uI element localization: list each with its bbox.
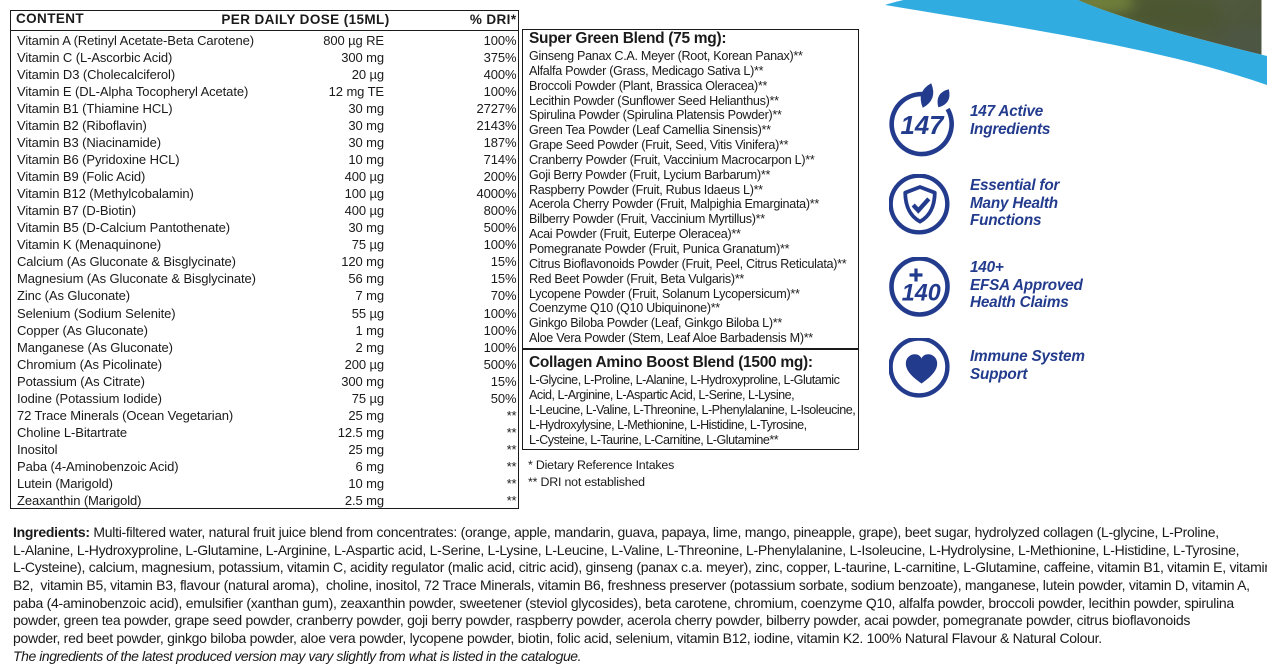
svg-text:140: 140 (902, 280, 941, 307)
svg-text:147: 147 (901, 110, 946, 140)
